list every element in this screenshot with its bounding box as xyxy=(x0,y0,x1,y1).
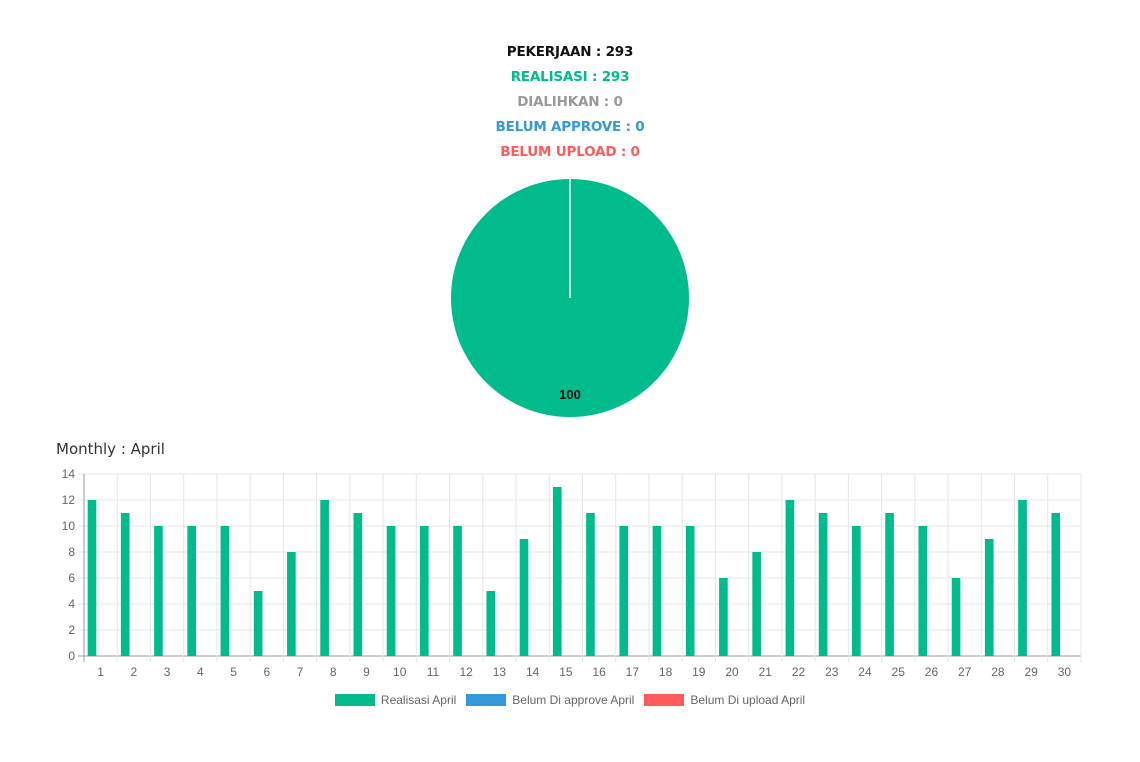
x-tick-label: 30 xyxy=(1058,665,1072,679)
bar-realisasi-april xyxy=(685,526,695,656)
y-tick-label: 0 xyxy=(68,649,75,663)
x-tick-label: 2 xyxy=(131,665,138,679)
bar-realisasi-april xyxy=(1018,500,1027,656)
bar-realisasi-april xyxy=(187,526,196,656)
x-tick-label: 3 xyxy=(164,665,171,679)
pie-chart: 100 xyxy=(451,179,689,417)
bar-realisasi-april xyxy=(287,552,296,656)
dialihkan-total: DIALIHKAN : 0 xyxy=(517,94,623,110)
x-tick-label: 6 xyxy=(263,665,270,679)
x-tick-label: 22 xyxy=(792,665,806,679)
bar-realisasi-april xyxy=(918,526,928,656)
x-tick-label: 20 xyxy=(725,665,739,679)
summary-block: PEKERJAAN : 293 REALISASI : 293 DIALIHKA… xyxy=(0,40,1140,165)
legend-swatch xyxy=(466,694,507,706)
x-tick-label: 4 xyxy=(197,665,204,679)
bar-realisasi-april xyxy=(486,591,496,656)
x-tick-label: 27 xyxy=(958,665,972,679)
x-tick-label: 21 xyxy=(759,665,773,679)
legend-item[interactable]: Realisasi April xyxy=(334,693,457,707)
pie-data-label: 100 xyxy=(559,387,581,402)
x-tick-label: 24 xyxy=(858,665,872,679)
bar-realisasi-april xyxy=(87,500,97,656)
y-tick-label: 10 xyxy=(62,519,76,533)
pekerjaan-total: PEKERJAAN : 293 xyxy=(506,44,634,60)
x-tick-label: 12 xyxy=(460,665,474,679)
x-tick-label: 5 xyxy=(230,665,237,679)
bar-realisasi-april xyxy=(220,526,230,656)
legend-swatch xyxy=(334,694,375,706)
x-tick-label: 18 xyxy=(659,665,673,679)
bar-realisasi-april xyxy=(586,513,595,656)
x-tick-label: 14 xyxy=(526,665,540,679)
y-tick-label: 2 xyxy=(68,623,75,637)
bar-realisasi-april xyxy=(552,487,562,656)
bar-realisasi-april xyxy=(984,539,994,656)
bar-realisasi-april xyxy=(652,526,662,656)
legend-label: Belum Di approve April xyxy=(512,693,635,707)
bar-realisasi-april xyxy=(951,578,961,656)
chart-legend: Realisasi April Belum Di approve April Bel… xyxy=(0,693,1140,707)
x-tick-label: 26 xyxy=(925,665,939,679)
x-tick-label: 1 xyxy=(97,665,104,679)
legend-swatch xyxy=(644,694,685,706)
x-tick-label: 25 xyxy=(892,665,906,679)
belum-approve-total: BELUM APPROVE : 0 xyxy=(495,119,645,135)
bar-realisasi-april xyxy=(752,552,761,656)
bar-realisasi-april xyxy=(154,526,163,656)
bar-realisasi-april xyxy=(719,578,728,656)
bar-realisasi-april xyxy=(818,513,828,656)
bar-realisasi-april xyxy=(1051,513,1061,656)
bar-realisasi-april xyxy=(320,500,329,656)
realisasi-total: REALISASI : 293 xyxy=(510,69,630,85)
monthly-title: Monthly : April xyxy=(56,440,165,458)
y-tick-label: 4 xyxy=(68,597,75,611)
bar-realisasi-april xyxy=(885,513,894,656)
y-tick-label: 8 xyxy=(68,545,75,559)
x-tick-label: 17 xyxy=(626,665,640,679)
bar-realisasi-april xyxy=(785,500,795,656)
y-tick-label: 14 xyxy=(62,467,76,481)
x-tick-label: 13 xyxy=(493,665,507,679)
x-tick-label: 15 xyxy=(559,665,573,679)
x-tick-label: 28 xyxy=(991,665,1005,679)
legend-label: Belum Di upload April xyxy=(690,693,806,707)
y-tick-label: 6 xyxy=(68,571,75,585)
x-tick-label: 29 xyxy=(1024,665,1038,679)
x-tick-label: 23 xyxy=(825,665,839,679)
x-tick-label: 10 xyxy=(393,665,407,679)
bar-realisasi-april xyxy=(120,513,130,656)
legend-label: Realisasi April xyxy=(380,693,457,707)
bar-realisasi-april xyxy=(519,539,529,656)
bar-realisasi-april xyxy=(386,526,396,656)
bar-realisasi-april xyxy=(253,591,263,656)
bar-realisasi-april xyxy=(353,513,363,656)
legend-item[interactable]: Belum Di upload April xyxy=(644,693,805,707)
bar-realisasi-april xyxy=(419,526,429,656)
x-tick-label: 19 xyxy=(692,665,706,679)
bar-realisasi-april xyxy=(852,526,861,656)
x-tick-label: 11 xyxy=(427,665,440,679)
belum-upload-total: BELUM UPLOAD : 0 xyxy=(500,144,640,160)
bar-realisasi-april xyxy=(453,526,462,656)
x-tick-label: 7 xyxy=(297,665,304,679)
x-tick-label: 9 xyxy=(363,665,370,679)
y-tick-label: 12 xyxy=(62,493,76,507)
x-tick-label: 16 xyxy=(592,665,606,679)
bar-realisasi-april xyxy=(619,526,629,656)
x-tick-label: 8 xyxy=(330,665,337,679)
legend-item[interactable]: Belum Di approve April xyxy=(466,693,634,707)
